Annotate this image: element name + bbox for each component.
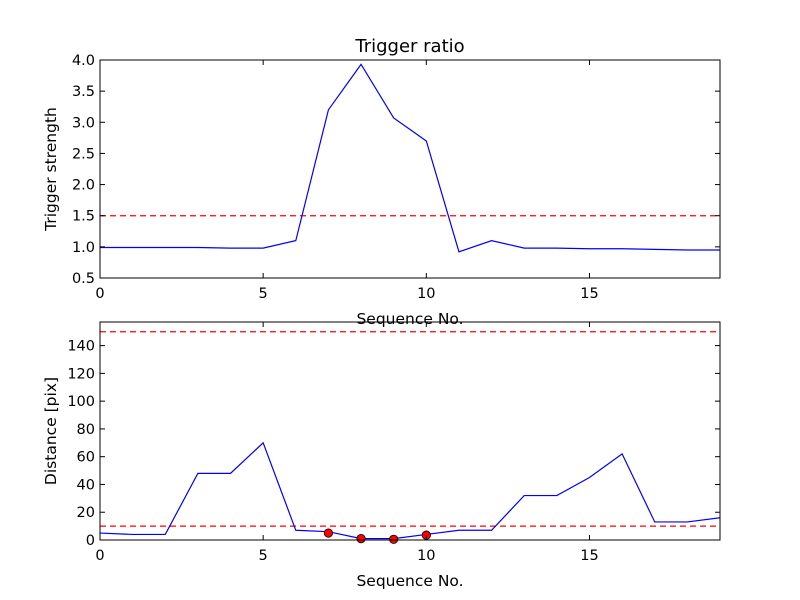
y-tick-label: 120 bbox=[67, 366, 95, 382]
x-tick-label: 10 bbox=[417, 548, 435, 564]
y-tick-label: 4.0 bbox=[72, 53, 95, 69]
y-tick-label: 0 bbox=[86, 533, 95, 549]
y-tick-label: 1.0 bbox=[72, 240, 95, 256]
y-tick-label: 100 bbox=[67, 394, 95, 410]
chart-title: Trigger ratio bbox=[354, 36, 464, 57]
x-tick-label: 10 bbox=[417, 286, 435, 302]
series-line-0 bbox=[99, 441, 721, 540]
y-tick-label: 20 bbox=[77, 505, 95, 521]
y-tick-label: 140 bbox=[67, 339, 95, 355]
y-tick-label: 3.5 bbox=[72, 84, 95, 100]
x-tick-label: 5 bbox=[259, 548, 268, 564]
x-axis-label: Sequence No. bbox=[356, 572, 463, 590]
x-tick-label: 5 bbox=[259, 286, 268, 302]
x-tick-label: 0 bbox=[95, 548, 104, 564]
y-axis-label: Trigger strength bbox=[42, 107, 60, 232]
x-tick-label: 0 bbox=[95, 286, 104, 302]
distance-panel: 0 5 10 15 0 20 40 60 80 100 120 140 Sequence No. Dist… bbox=[42, 321, 721, 590]
y-axis-label: Distance [pix] bbox=[42, 377, 60, 485]
y-tick-label: 0.5 bbox=[72, 271, 95, 287]
x-tick-label: 15 bbox=[580, 548, 598, 564]
y-tick-label: 3.0 bbox=[72, 115, 95, 131]
axes-frame bbox=[99, 59, 721, 279]
y-tick-label: 40 bbox=[77, 477, 95, 493]
y-tick-label: 1.5 bbox=[72, 209, 95, 225]
x-axis-label: Sequence No. bbox=[356, 310, 463, 328]
data-marker bbox=[389, 534, 399, 544]
trigger-ratio-panel: 0 5 10 15 0.5 1.0 1.5 2.0 2.5 3.0 3.5 4.0 Trigger ra… bbox=[42, 36, 721, 328]
y-tick-label: 2.5 bbox=[72, 146, 95, 162]
x-tick-label: 15 bbox=[580, 286, 598, 302]
data-marker bbox=[323, 528, 334, 538]
y-tick-label: 80 bbox=[77, 422, 95, 438]
data-marker bbox=[356, 534, 366, 544]
series-line-0 bbox=[100, 63, 720, 253]
y-tick-label: 60 bbox=[77, 450, 95, 466]
y-tick-label: 2.0 bbox=[72, 178, 95, 194]
axes-frame bbox=[99, 321, 721, 541]
